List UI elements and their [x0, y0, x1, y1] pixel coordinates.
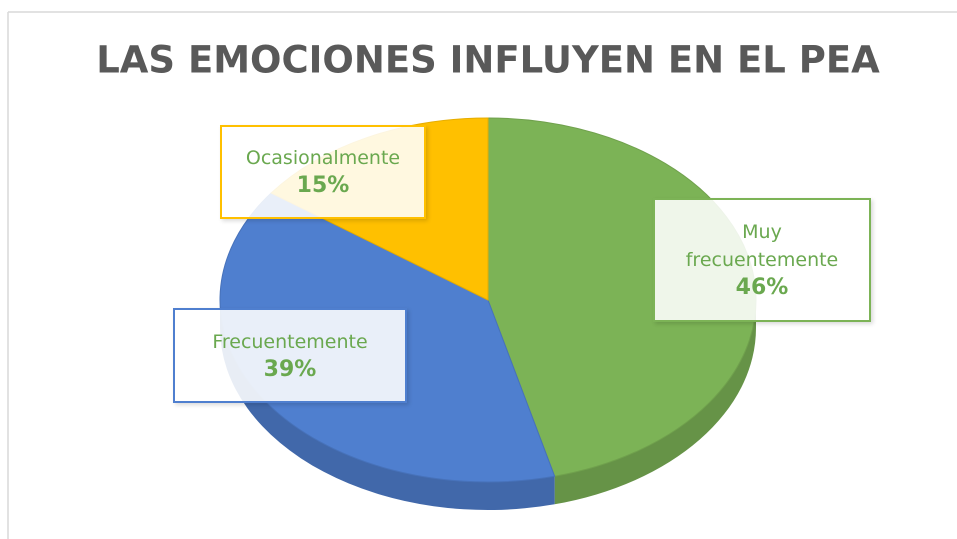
pie-slice-side [554, 300, 756, 505]
label-category: Muy frecuentemente [685, 221, 839, 271]
label-value: 46% [735, 275, 789, 300]
chart-title: LAS EMOCIONES INFLUYEN EN EL PEA [96, 39, 880, 82]
data-label: Ocasionalmente 15% [220, 125, 426, 219]
data-label: Frecuentemente 39% [173, 308, 407, 403]
label-category: Ocasionalmente [245, 147, 401, 169]
label-value: 39% [263, 356, 317, 382]
label-value: 15% [296, 173, 350, 198]
data-label: Muy frecuentemente 46% [653, 198, 871, 322]
label-category: Frecuentemente [212, 330, 368, 353]
pie-slice-side [219, 300, 555, 510]
